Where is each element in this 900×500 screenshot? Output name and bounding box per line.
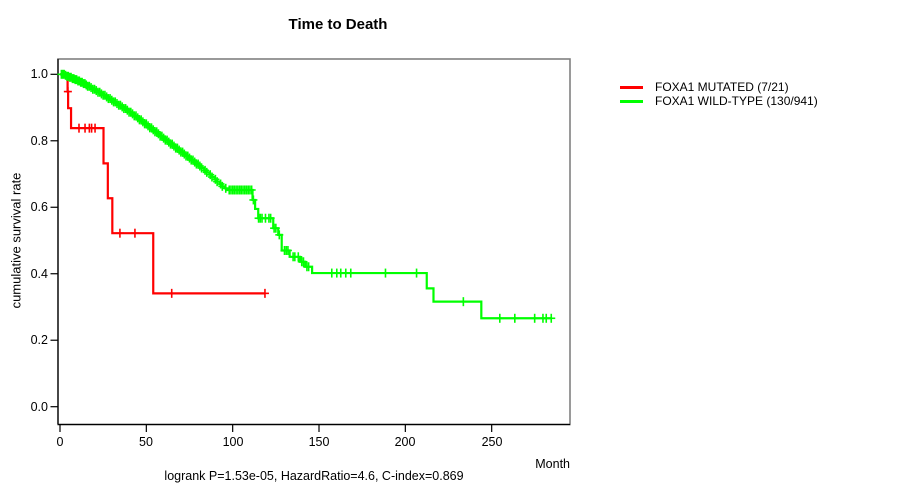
x-tick-label: 50 xyxy=(139,435,153,449)
y-tick-label: 1.0 xyxy=(30,67,48,81)
x-axis-title: Month xyxy=(535,457,570,471)
x-tick-label: 150 xyxy=(308,435,330,449)
y-axis-title: cumulative survival rate xyxy=(8,172,24,309)
x-tick-label: 250 xyxy=(481,435,503,449)
x-tick-label: 0 xyxy=(56,435,64,449)
stats-footer: logrank P=1.53e-05, HazardRatio=4.6, C-i… xyxy=(164,469,464,483)
y-tick-label: 0.2 xyxy=(30,333,48,347)
legend-item-wildtype: FOXA1 WILD-TYPE (130/941) xyxy=(620,94,818,108)
x-tick-label: 200 xyxy=(394,435,416,449)
x-tick-label: 100 xyxy=(222,435,244,449)
legend-line-red xyxy=(620,85,643,89)
chart-title: Time to Death xyxy=(288,16,388,33)
legend-label: FOXA1 MUTATED (7/21) xyxy=(655,80,789,94)
legend-item-mutated: FOXA1 MUTATED (7/21) xyxy=(620,80,818,94)
y-tick-label: 0.4 xyxy=(30,267,48,281)
legend: FOXA1 MUTATED (7/21) FOXA1 WILD-TYPE (13… xyxy=(620,80,818,108)
y-tick-label: 0.6 xyxy=(30,200,48,214)
y-tick-label: 0.8 xyxy=(30,134,48,148)
legend-line-green xyxy=(620,99,643,103)
y-tick-label: 0.0 xyxy=(30,400,48,414)
legend-label: FOXA1 WILD-TYPE (130/941) xyxy=(655,94,818,108)
